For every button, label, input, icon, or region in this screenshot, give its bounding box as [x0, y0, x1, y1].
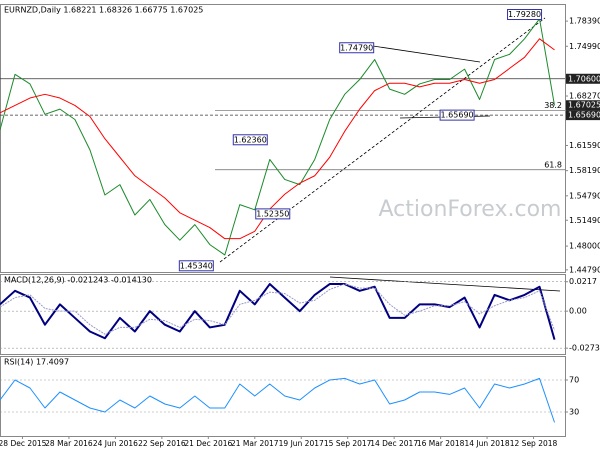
series-line [0, 283, 556, 340]
level-box [566, 100, 600, 111]
price-label: 1.65690 [441, 111, 474, 120]
y-tick-label: 30 [569, 408, 579, 417]
panel-frame [0, 4, 566, 273]
resistance-trendline [372, 45, 481, 63]
y-tick-label: 1.61590 [569, 141, 600, 150]
level-box [566, 110, 600, 121]
level-label: 1.65690 [568, 111, 600, 120]
fib-label: 61.8 [544, 160, 562, 169]
x-tick-label: 21 Mar 2017 [231, 439, 279, 448]
fib-label: 38.2 [544, 101, 562, 110]
y-tick-label: 70 [569, 376, 579, 385]
macd-trendline [329, 276, 561, 292]
series-line [0, 38, 555, 240]
y-tick-label: 1.58190 [569, 166, 600, 175]
y-tick-label: 0.00 [569, 307, 587, 316]
price-label-box [232, 134, 268, 146]
support-trendline [219, 17, 546, 263]
y-tick-label: 1.78390 [569, 17, 600, 26]
y-tick-label: 1.74990 [569, 42, 600, 51]
x-tick-label: 22 Sep 2016 [138, 439, 186, 448]
x-tick-label: 21 Dec 2016 [184, 439, 232, 448]
price-label: 1.45340 [180, 261, 213, 270]
x-tick-label: 14 Dec 2017 [370, 439, 418, 448]
price-label: 1.74790 [340, 43, 373, 52]
panel-title: RSI(14) 17.4097 [4, 358, 69, 367]
panel-title: MACD(12,26,9) -0.021243 -0.014130 [4, 276, 152, 285]
price-label: 1.79280 [508, 10, 541, 19]
x-tick-label: 12 Sep 2018 [510, 439, 558, 448]
watermark: ActionForex.com [379, 197, 562, 222]
price-label-box [178, 260, 214, 272]
price-label-box [439, 109, 475, 121]
panel-title: EURNZD,Daily 1.68221 1.68326 1.66775 1.6… [4, 6, 203, 15]
y-tick-label: 1.51490 [569, 216, 600, 225]
price-label-box [507, 9, 543, 21]
y-tick-label: -0.02730 [569, 344, 600, 353]
x-tick-label: 16 Mar 2018 [417, 439, 465, 448]
x-tick-label: 28 Dec 2015 [0, 439, 47, 448]
x-tick-label: 14 Jun 2018 [465, 439, 510, 448]
price-label: 1.62360 [234, 135, 267, 144]
series-line [0, 18, 556, 256]
panel-frame [0, 274, 566, 355]
y-tick-label: 1.68270 [569, 92, 600, 101]
x-tick-label: 15 Sep 2017 [324, 439, 372, 448]
x-tick-label: 24 Jun 2016 [93, 439, 138, 448]
x-tick-label: 28 Mar 2016 [45, 439, 93, 448]
price-label: 1.52350 [256, 209, 289, 218]
x-tick-label: 19 Jun 2017 [279, 439, 324, 448]
y-tick-label: 1.44790 [569, 265, 600, 274]
y-tick-label: 0.0217 [569, 277, 597, 286]
series-line [0, 283, 555, 335]
series-line [0, 377, 555, 423]
price-label-box [255, 208, 291, 220]
y-tick-label: 1.54790 [569, 191, 600, 200]
y-tick-label: 1.48000 [569, 242, 600, 251]
panel-frame [0, 356, 566, 437]
level-label: 1.67025 [568, 101, 600, 110]
level-box [566, 73, 600, 84]
level-label: 1.70600 [568, 74, 600, 83]
price-label-box [339, 42, 375, 54]
